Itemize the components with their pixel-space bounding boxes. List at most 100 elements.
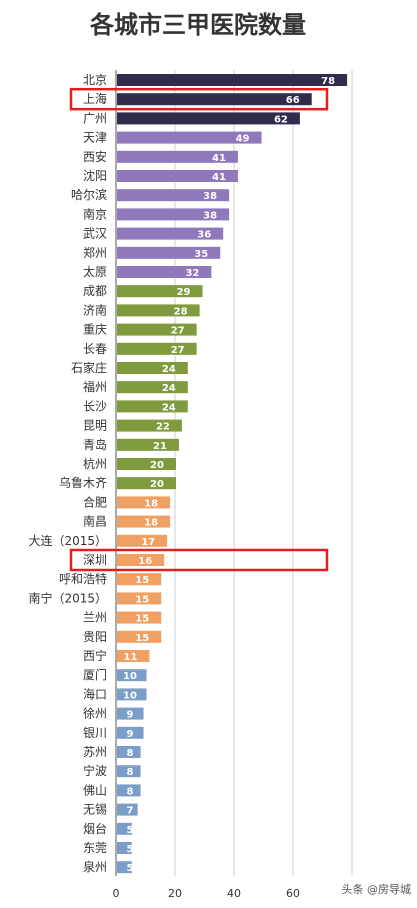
category-label: 无锡 [83, 802, 107, 817]
category-label: 佛山 [83, 783, 107, 797]
bar [117, 707, 144, 720]
category-label: 青岛 [83, 437, 107, 452]
category-label: 沈阳 [83, 168, 107, 183]
bar [117, 304, 200, 317]
value-label: 24 [162, 402, 176, 413]
value-label: 38 [203, 210, 217, 221]
bar [117, 573, 162, 586]
value-label: 10 [123, 671, 137, 682]
value-label: 66 [286, 95, 300, 106]
bar [117, 611, 162, 624]
value-label: 29 [177, 287, 191, 298]
category-label: 武汉 [83, 227, 107, 241]
value-label: 62 [274, 114, 288, 125]
value-label: 20 [150, 460, 164, 471]
bar [117, 861, 132, 874]
value-label: 22 [156, 422, 170, 433]
bar [117, 650, 150, 662]
value-label: 8 [127, 786, 134, 797]
bar [117, 170, 238, 182]
value-label: 78 [321, 76, 335, 87]
grid-lines [115, 70, 353, 876]
bar [117, 246, 221, 259]
x-tick-label: 20 [168, 887, 182, 900]
category-label: 广州 [83, 111, 107, 125]
bar [117, 592, 162, 605]
value-label: 10 [123, 690, 137, 701]
watermark: 头条 @房导城 [342, 882, 412, 896]
bar [117, 746, 141, 758]
bar [117, 208, 230, 221]
bar [117, 477, 176, 490]
value-label: 18 [144, 518, 158, 529]
category-label: 宁波 [83, 763, 107, 778]
value-label: 21 [153, 441, 167, 452]
value-label: 8 [127, 748, 134, 759]
category-label: 昆明 [83, 419, 107, 433]
bar [117, 74, 348, 86]
value-label: 41 [212, 172, 226, 183]
value-label: 27 [171, 345, 185, 356]
bar [117, 688, 147, 701]
value-label: 18 [144, 498, 158, 509]
highlight-box [69, 548, 329, 572]
value-label: 24 [162, 364, 176, 375]
value-label: 17 [141, 537, 155, 548]
bar [117, 400, 188, 413]
value-label: 5 [127, 825, 134, 836]
bar [117, 381, 188, 394]
bar [117, 419, 182, 432]
category-label: 福州 [83, 379, 107, 394]
bar [117, 112, 300, 125]
category-label: 南宁（2015） [28, 590, 107, 605]
bar [117, 323, 197, 336]
bar [117, 669, 147, 682]
value-label: 5 [127, 863, 134, 874]
value-label: 20 [150, 479, 164, 490]
value-label: 5 [127, 844, 134, 855]
bar [117, 534, 168, 547]
category-label: 重庆 [83, 323, 107, 337]
category-label: 上海 [83, 91, 107, 106]
category-label: 济南 [83, 302, 107, 317]
bar [117, 842, 132, 854]
value-labels: 7866624941413838363532292827272424242221… [123, 76, 335, 874]
category-label: 郑州 [83, 245, 107, 260]
bar [117, 93, 312, 106]
category-label: 呼和浩特 [59, 571, 107, 586]
category-label: 苏州 [83, 745, 107, 759]
category-label: 合肥 [83, 494, 107, 509]
bar [117, 822, 132, 835]
category-label: 西安 [83, 149, 107, 164]
category-label: 长春 [83, 342, 107, 356]
x-tick-label: 0 [113, 887, 120, 900]
category-label: 西宁 [83, 648, 107, 663]
bar [117, 726, 144, 739]
category-label: 兰州 [83, 611, 107, 625]
category-label: 徐州 [83, 706, 107, 721]
value-label: 15 [135, 633, 149, 644]
bar [117, 554, 165, 566]
category-label: 石家庄 [71, 360, 107, 375]
category-label: 银川 [83, 726, 107, 740]
category-labels: 北京上海广州天津西安沈阳哈尔滨南京武汉郑州太原成都济南重庆长春石家庄福州长沙昆明… [28, 73, 107, 874]
value-label: 28 [174, 306, 188, 317]
bar [117, 515, 171, 528]
category-label: 哈尔滨 [71, 187, 107, 202]
bar [117, 362, 188, 374]
bar [117, 285, 203, 298]
value-label: 32 [185, 268, 199, 279]
value-label: 7 [127, 806, 134, 817]
highlight-boxes [69, 87, 329, 572]
category-label: 深圳 [83, 553, 107, 567]
category-label: 北京 [83, 73, 107, 87]
value-label: 15 [135, 575, 149, 586]
value-label: 41 [212, 153, 226, 164]
category-label: 南京 [83, 206, 107, 221]
value-label: 36 [197, 230, 211, 241]
x-tick-label: 60 [286, 887, 300, 900]
bar [117, 765, 141, 778]
value-label: 35 [194, 249, 208, 260]
category-label: 东莞 [83, 841, 107, 855]
category-label: 大连（2015） [28, 533, 107, 548]
